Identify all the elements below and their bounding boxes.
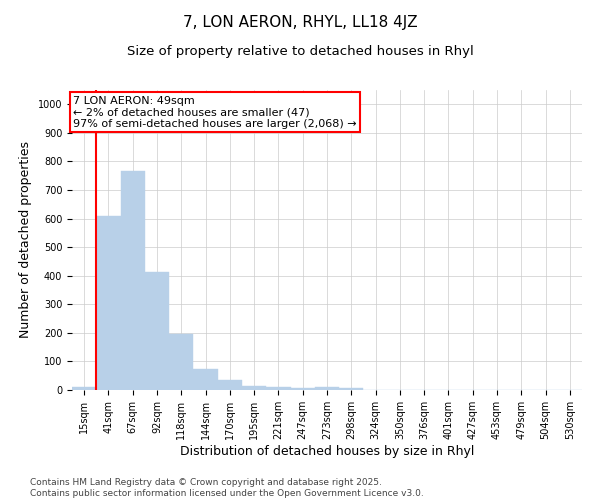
Bar [121,170,145,390]
Bar [339,388,364,390]
Bar [96,216,121,390]
Y-axis label: Number of detached properties: Number of detached properties [19,142,32,338]
Text: 7, LON AERON, RHYL, LL18 4JZ: 7, LON AERON, RHYL, LL18 4JZ [182,15,418,30]
Bar [145,272,169,390]
Bar [72,386,96,390]
Bar [218,380,242,390]
Text: Size of property relative to detached houses in Rhyl: Size of property relative to detached ho… [127,45,473,58]
X-axis label: Distribution of detached houses by size in Rhyl: Distribution of detached houses by size … [180,444,474,458]
Bar [242,386,266,390]
Bar [193,368,218,390]
Bar [290,388,315,390]
Text: Contains HM Land Registry data © Crown copyright and database right 2025.
Contai: Contains HM Land Registry data © Crown c… [30,478,424,498]
Bar [169,334,193,390]
Bar [266,386,290,390]
Bar [315,387,339,390]
Text: 7 LON AERON: 49sqm
← 2% of detached houses are smaller (47)
97% of semi-detached: 7 LON AERON: 49sqm ← 2% of detached hous… [73,96,357,129]
